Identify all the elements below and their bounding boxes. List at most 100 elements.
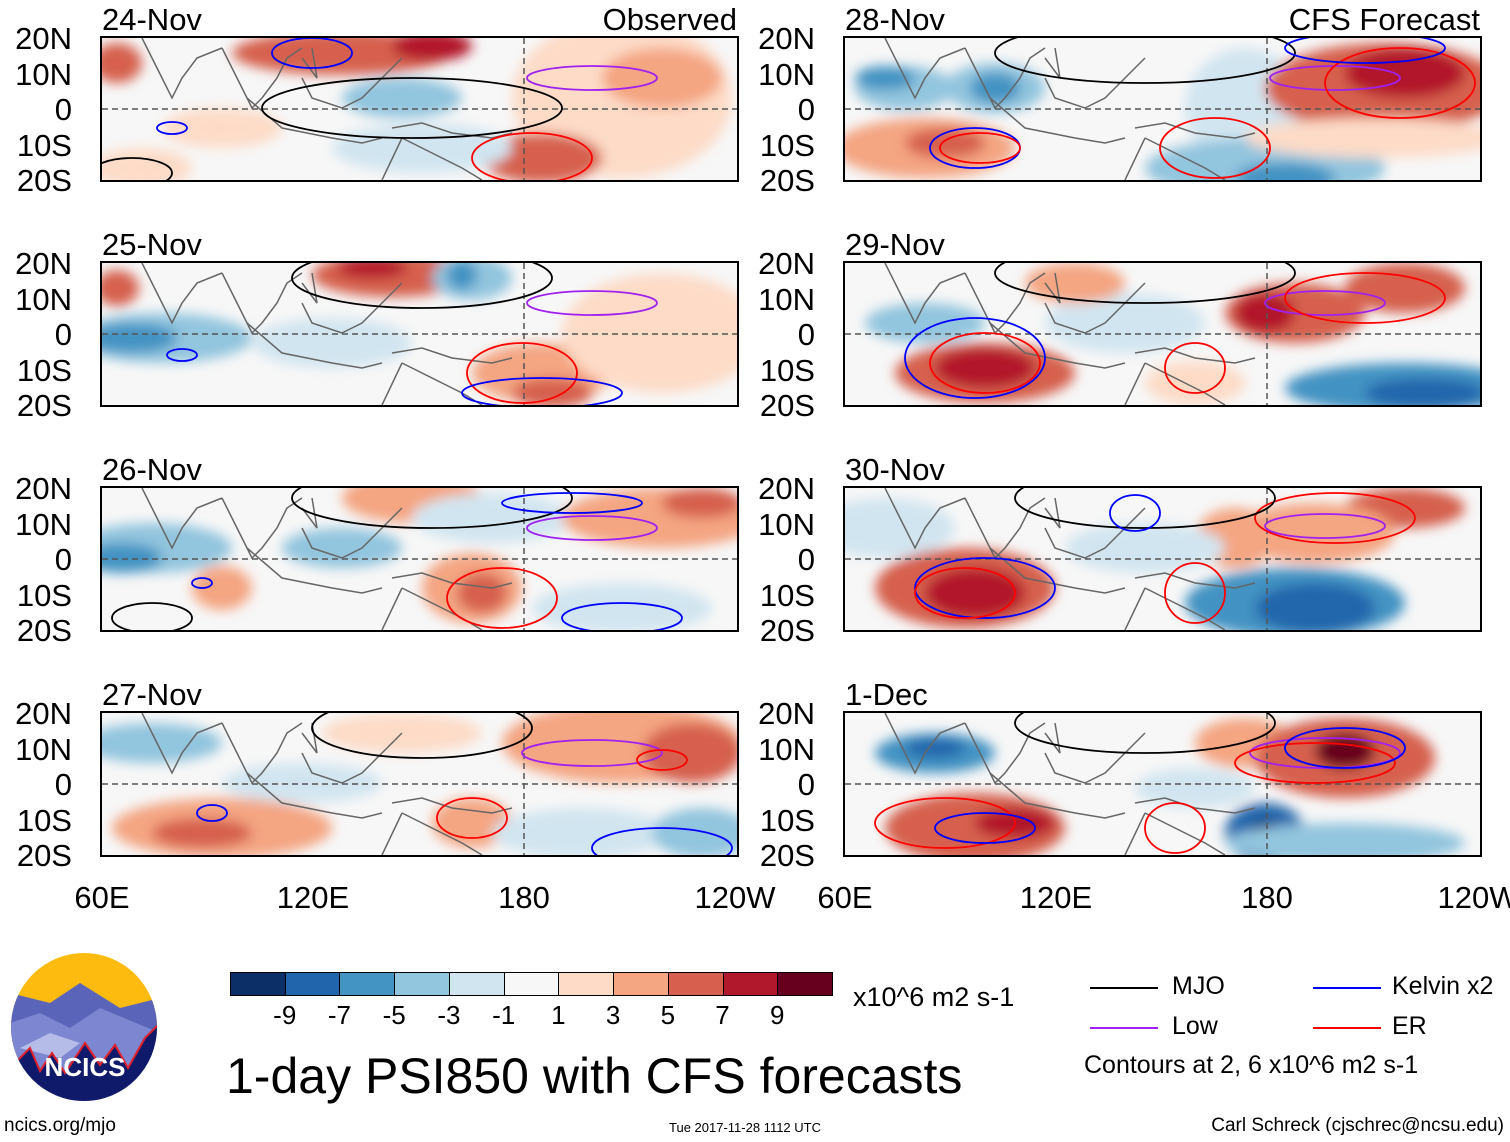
- coastline: [141, 488, 513, 630]
- lat-label: 0: [54, 317, 72, 352]
- contour: [436, 797, 508, 839]
- lon-label: 180: [498, 880, 550, 915]
- map-panel-30-nov: [843, 486, 1482, 632]
- contour: [446, 567, 558, 629]
- coastline: [141, 713, 513, 855]
- colorbar-swatch: [339, 972, 396, 996]
- legend-label-low: Low: [1172, 1012, 1218, 1040]
- anomaly-shading: [562, 273, 737, 393]
- anomaly-shading: [1365, 378, 1480, 405]
- colorbar-swatch: [558, 972, 615, 996]
- anomaly-shading: [152, 818, 252, 848]
- lat-label: 10S: [16, 578, 72, 613]
- lat-label: 20S: [16, 388, 72, 423]
- lat-label: 0: [54, 92, 72, 127]
- colorbar-tick: 3: [605, 1000, 621, 1030]
- contour: [526, 65, 658, 91]
- anomaly-shading: [865, 303, 985, 343]
- lat-label: 0: [54, 542, 72, 577]
- contour: [291, 488, 573, 529]
- contour-note: Contours at 2, 6 x10^6 m2 s-1: [1084, 1051, 1419, 1079]
- anomaly-shading: [925, 568, 1025, 618]
- anomaly-shading: [282, 528, 402, 568]
- lat-label: 10S: [759, 578, 815, 613]
- contour: [1159, 117, 1271, 179]
- contour: [191, 577, 213, 589]
- colorbar-tick: -5: [382, 1000, 406, 1030]
- anomaly-shading: [102, 43, 142, 83]
- map-panel-25-nov: [100, 261, 739, 407]
- anomaly-shading: [102, 270, 139, 306]
- lon-label: 60E: [74, 880, 130, 915]
- anomaly-shading: [252, 318, 412, 368]
- lat-label: 20S: [16, 613, 72, 648]
- anomaly-shading: [1145, 361, 1245, 405]
- lat-label: 20N: [758, 696, 815, 731]
- panel-date: 1-Dec: [845, 677, 928, 712]
- legend-label-kelvin: Kelvin x2: [1392, 972, 1494, 1000]
- lat-label: 10S: [759, 353, 815, 388]
- contour: [1254, 492, 1416, 544]
- lat-label: 10N: [15, 732, 72, 767]
- contour: [1249, 737, 1401, 769]
- anomaly-shading: [102, 723, 222, 763]
- anomaly-shading: [1025, 263, 1125, 303]
- anomaly-shading: [1235, 503, 1395, 563]
- contour: [1264, 290, 1386, 316]
- lat-label: 10N: [758, 732, 815, 767]
- anomaly-shading: [337, 263, 407, 278]
- contour: [526, 515, 658, 541]
- map-panel-27-nov: [100, 711, 739, 857]
- anomaly-shading: [392, 38, 472, 61]
- colorbar-swatch: [503, 972, 560, 996]
- lat-label: 0: [797, 767, 815, 802]
- colorbar-swatch: [777, 972, 833, 996]
- contour: [874, 797, 1016, 849]
- lat-label: 20S: [759, 838, 815, 873]
- lat-label: 20S: [759, 388, 815, 423]
- legend-swatch-kelvin: [1313, 987, 1381, 989]
- panel-date: 25-Nov: [102, 227, 202, 262]
- contour: [939, 132, 1021, 164]
- anomaly-shading: [492, 808, 672, 855]
- map-panel-28-nov: [843, 36, 1482, 182]
- colorbar-swatch: [284, 972, 341, 996]
- lon-label: 120W: [694, 880, 776, 915]
- lon-label: 120E: [276, 880, 350, 915]
- contour: [466, 342, 578, 404]
- anomaly-shading: [1345, 263, 1465, 313]
- contour: [1164, 562, 1226, 624]
- lat-label: 10S: [16, 353, 72, 388]
- anomaly-shading: [652, 808, 737, 855]
- lat-label: 20S: [759, 163, 815, 198]
- anomaly-shading: [1065, 523, 1225, 573]
- legend-swatch-low: [1090, 1027, 1158, 1029]
- panel-header: Observed: [602, 2, 737, 37]
- anomaly-shading: [1235, 163, 1335, 180]
- contour: [311, 713, 533, 759]
- logo-text: NCICS: [45, 1052, 126, 1082]
- colorbar-tick: 7: [715, 1000, 730, 1030]
- contour: [1284, 38, 1446, 64]
- footer-url: ncics.org/mjo: [4, 1115, 116, 1136]
- contour: [1014, 713, 1276, 754]
- colorbar-swatch: [667, 972, 724, 996]
- contour: [1284, 272, 1446, 324]
- contour: [934, 812, 1036, 844]
- contour: [1144, 802, 1206, 854]
- contour: [261, 77, 563, 139]
- anomaly-shading: [1135, 768, 1255, 808]
- contour: [561, 602, 683, 630]
- contour: [1324, 47, 1476, 119]
- contour: [471, 132, 593, 180]
- contour: [521, 739, 663, 767]
- coastline: [141, 263, 513, 405]
- lon-label: 180: [1241, 880, 1293, 915]
- lat-label: 20N: [758, 471, 815, 506]
- lat-label: 0: [797, 92, 815, 127]
- legend-label-mjo: MJO: [1172, 972, 1225, 1000]
- anomaly-shading: [457, 573, 507, 613]
- anomaly-shading: [935, 348, 1035, 388]
- anomaly-shading: [905, 738, 965, 758]
